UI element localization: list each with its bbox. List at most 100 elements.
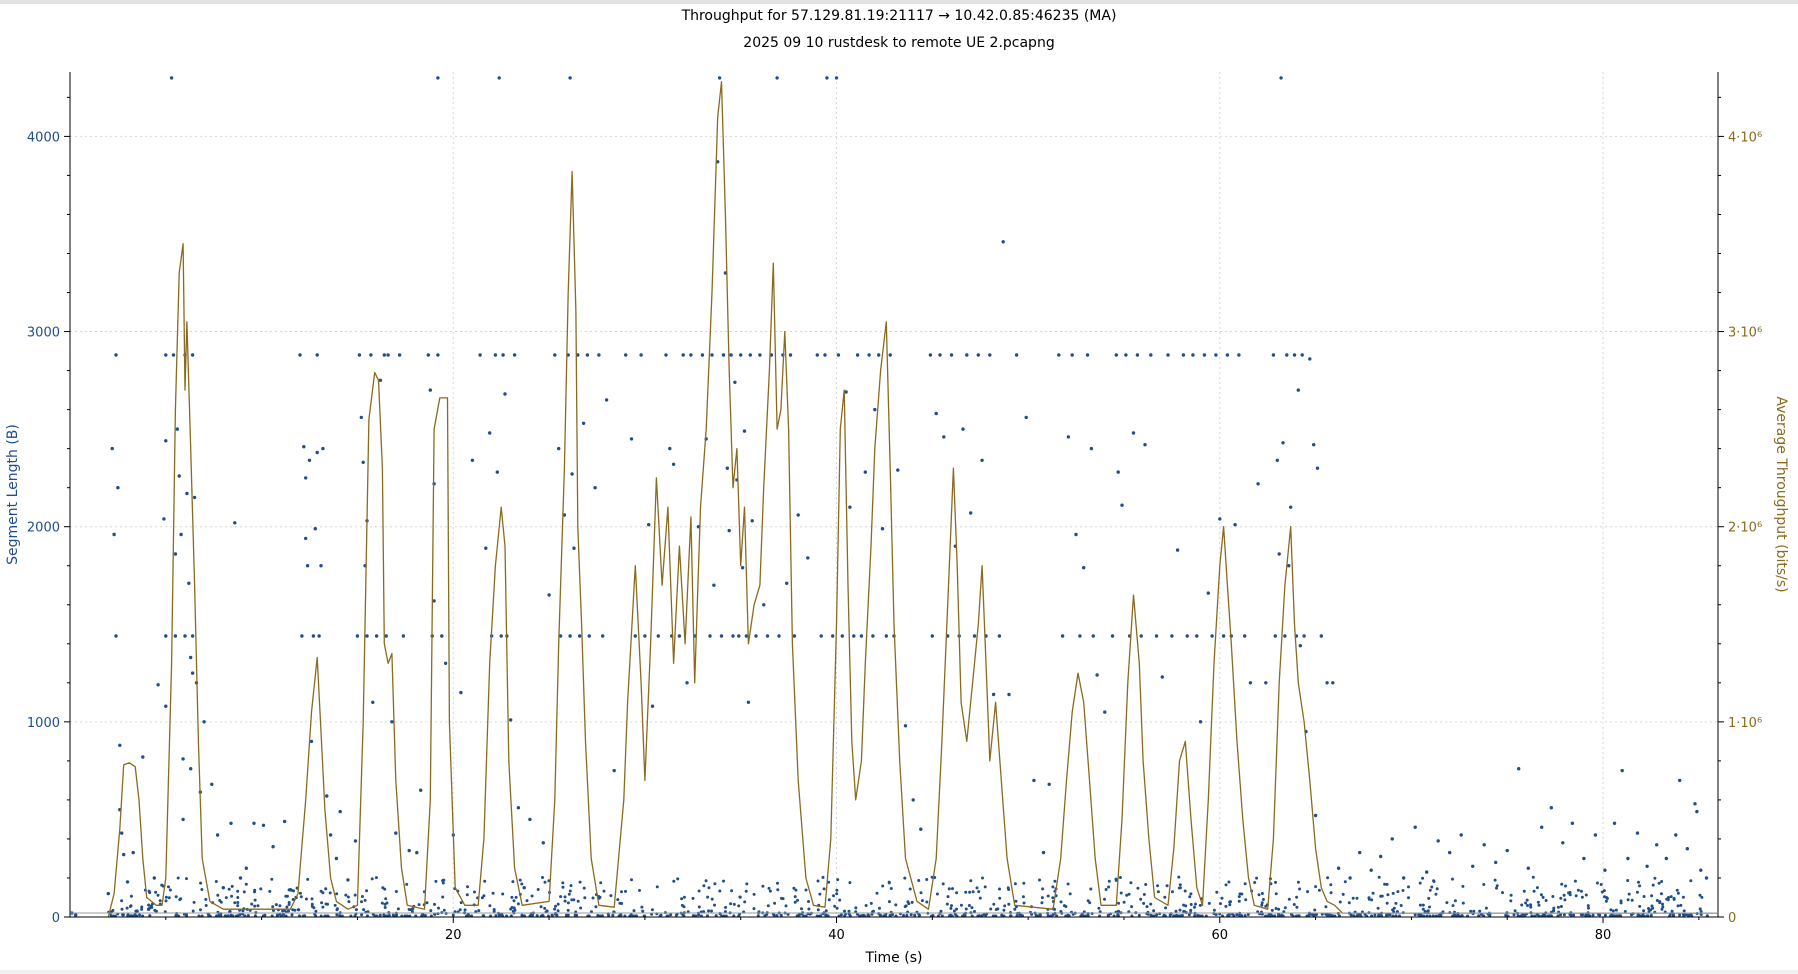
segment-point [1428,905,1431,909]
segment-point [1314,885,1318,889]
segment-point [822,887,826,891]
segment-point [1552,906,1556,910]
segment-point [558,634,563,638]
segment-point [1189,892,1193,896]
segment-point [1273,634,1278,638]
segment-point [880,527,885,531]
segment-point [568,889,572,893]
segment-point [1003,904,1007,908]
segment-point [1130,905,1134,909]
segment-point [1191,353,1195,357]
segment-point [727,528,731,533]
segment-point [1264,904,1268,908]
segment-point [164,704,168,708]
segment-point [969,879,973,883]
segment-point [713,882,717,886]
segment-point [1556,905,1560,909]
segment-point [1296,880,1300,884]
segment-point [559,895,563,899]
y-axis-label: Segment Length (B) [5,424,21,565]
segment-point [1117,909,1120,913]
segment-point [1292,353,1297,357]
segment-point [250,902,254,906]
segment-point [1274,880,1277,884]
segment-point [1275,458,1280,462]
segment-point [1221,634,1226,638]
segment-point [566,908,570,912]
segment-point [848,505,852,509]
segment-point [1373,913,1377,917]
segment-point [236,896,240,899]
segment-point [556,909,560,913]
segment-point [176,876,180,880]
segment-point [1338,900,1342,904]
segment-point [366,910,370,914]
segment-point [1041,887,1045,891]
segment-point [729,353,733,357]
segment-point [1059,910,1063,913]
segment-point [766,904,770,908]
segment-point [1526,866,1531,870]
segment-point [1388,913,1392,917]
segment-point [354,908,358,912]
segment-point [480,896,484,900]
segment-point [1505,848,1509,853]
segment-point [557,446,561,451]
segment-point [1009,914,1013,918]
segment-point [1007,902,1011,906]
segment-point [616,898,620,902]
segment-point [1535,886,1539,890]
segment-point [1313,813,1318,818]
segment-point [1032,778,1036,783]
segment-point [680,897,684,901]
segment-point [781,897,785,901]
segment-point [131,850,135,855]
segment-point [1152,909,1156,913]
segment-point [238,913,242,917]
segment-point [1329,883,1333,887]
segment-point [1085,353,1090,357]
segment-point [1078,634,1082,638]
segment-point [768,889,772,893]
segment-point [1326,876,1330,880]
segment-point [1089,887,1093,891]
segment-point [173,552,178,556]
segment-point [1046,894,1050,898]
segment-point [1224,883,1228,887]
segment-point [1667,896,1670,899]
segment-point [335,892,339,896]
segment-point [656,634,660,638]
segment-point [328,891,332,895]
segment-point [1165,884,1169,888]
y2-axis-label: Average Throughput (bits/s) [1773,396,1789,592]
segment-point [568,634,572,638]
segment-point [1520,913,1524,917]
segment-point [441,881,445,885]
segment-point [748,353,752,357]
segment-point [570,472,574,476]
segment-point [1107,879,1111,883]
segment-point [429,909,433,913]
segment-point [511,880,515,884]
segment-point [737,904,741,908]
segment-point [1638,904,1642,908]
segment-point [1178,886,1182,890]
segment-point [1526,904,1529,907]
segment-point [1559,913,1563,917]
segment-point [229,821,233,825]
segment-point [1469,909,1473,913]
segment-point [556,902,560,906]
segment-point [872,909,875,913]
segment-point [1014,353,1019,357]
segment-point [419,788,423,792]
segment-point [714,914,718,918]
segment-point [229,913,233,917]
segment-point [1452,913,1456,917]
segment-point [973,910,976,913]
segment-point [827,898,831,902]
segment-point [593,486,597,490]
segment-point [263,913,267,917]
segment-point [1313,908,1317,912]
chart-subtitle: 2025 09 10 rustdesk to remote UE 2.pcapn… [743,35,1055,51]
